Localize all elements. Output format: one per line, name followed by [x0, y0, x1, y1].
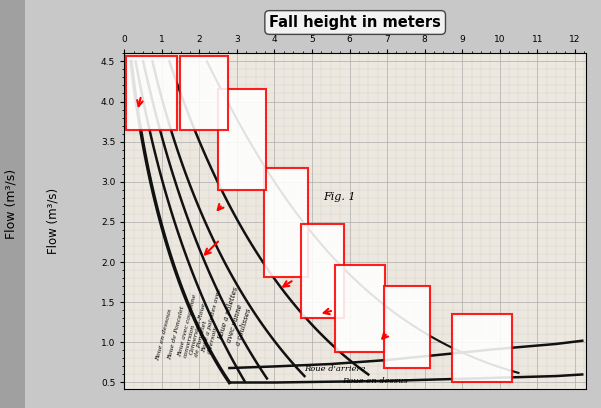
- Text: Roue a palettes avec
diversoir: Roue a palettes avec diversoir: [201, 288, 228, 355]
- Bar: [302, 224, 344, 318]
- Text: Roue d'arriere: Roue d'arriere: [305, 365, 366, 373]
- Text: Fig. 1: Fig. 1: [323, 192, 356, 202]
- Y-axis label: Flow (m³/s): Flow (m³/s): [46, 188, 59, 254]
- Bar: [180, 56, 228, 130]
- Bar: [218, 89, 266, 190]
- Bar: [384, 286, 430, 368]
- Text: Flow (m³/s): Flow (m³/s): [4, 169, 17, 239]
- Text: Roue en dessous: Roue en dessous: [155, 309, 173, 361]
- Text: Conversion-Roue
de Poncelet: Conversion-Roue de Poncelet: [189, 302, 213, 357]
- Text: Roue avec couronne
conversion: Roue avec couronne conversion: [178, 293, 204, 358]
- Bar: [126, 56, 177, 130]
- Text: Roue en dessus: Roue en dessus: [342, 377, 407, 385]
- Bar: [264, 168, 308, 277]
- Bar: [335, 265, 385, 352]
- Bar: [451, 314, 513, 382]
- Title: Fall height in meters: Fall height in meters: [269, 15, 441, 30]
- Text: Roue de Poncelet: Roue de Poncelet: [168, 305, 186, 360]
- Text: Roue a palettes
avec vanne
a coulisses: Roue a palettes avec vanne a coulisses: [216, 286, 258, 346]
